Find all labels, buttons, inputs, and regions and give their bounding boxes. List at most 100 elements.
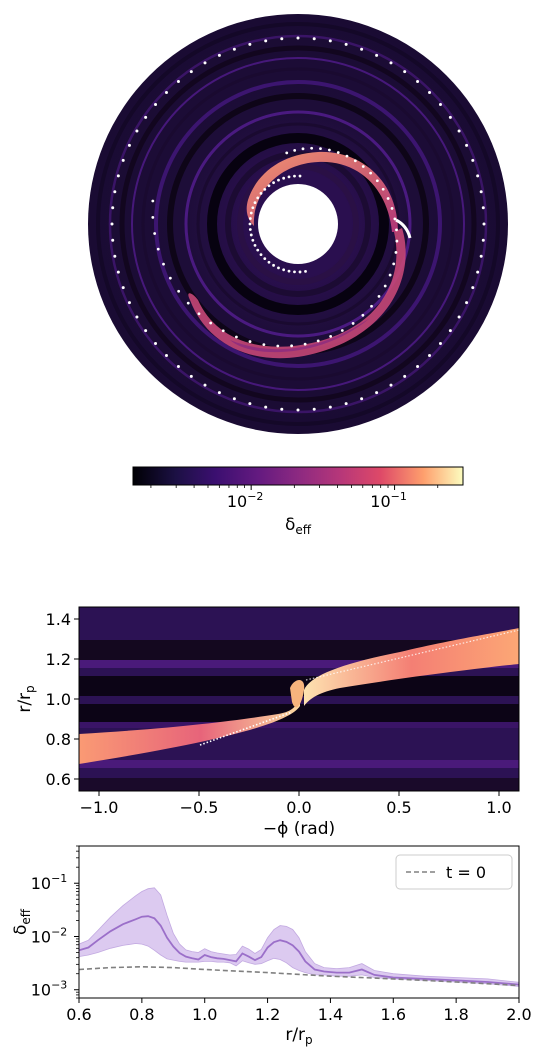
outer-track-dot	[135, 129, 139, 133]
outer-track-dot	[471, 158, 475, 162]
panel3-xtick-label: 1.8	[443, 1005, 468, 1024]
outer-track-dot	[296, 408, 300, 412]
outer-track-dot	[448, 115, 452, 119]
outer-track-dot	[164, 90, 168, 94]
inner-track-dot	[272, 263, 275, 267]
spiral-track-dot	[316, 339, 320, 343]
outer-track-dot	[248, 42, 252, 46]
spiral-track-dot	[262, 343, 266, 346]
spiral-track-dot	[369, 171, 373, 175]
outer-track-dot	[144, 115, 148, 119]
spiral-track-dot	[209, 321, 213, 325]
inner-track-dot	[253, 243, 257, 247]
panel2-xtick-label: −0.5	[180, 798, 219, 817]
panel2-ytick-label: 0.8	[46, 730, 71, 749]
outer-track-dot	[481, 238, 485, 242]
panel2-xtick-label: −1.0	[80, 798, 119, 817]
inner-track-dot	[272, 181, 275, 185]
panel3-xtick-label: 1.6	[381, 1005, 406, 1024]
outer-track-dot	[127, 143, 131, 147]
outer-track-dot	[482, 222, 486, 226]
outer-track-dot	[176, 80, 180, 84]
outer-track-dot	[116, 174, 120, 178]
inner-track-dot	[249, 211, 253, 215]
inner-track-dot	[248, 217, 252, 220]
inner-track-dot	[287, 175, 291, 179]
spiral-track-dot	[221, 329, 225, 333]
outer-track-dot	[328, 39, 332, 43]
outer-track-dot	[111, 206, 115, 210]
outer-track-dot	[403, 374, 407, 378]
panel3-xlabel: r/rp	[285, 1025, 312, 1047]
spiral-track-dot	[162, 262, 165, 266]
inner-track-dot	[259, 192, 263, 195]
outer-track-dot	[121, 158, 125, 162]
outer-track-dot	[116, 270, 120, 274]
secondary-arm	[230, 318, 370, 353]
outer-track-dot	[280, 37, 284, 41]
spiral-track-dot	[156, 247, 160, 251]
panel3-ytick-label: 10−2	[31, 925, 68, 946]
outer-track-dot	[176, 364, 180, 368]
inner-track-dot	[298, 174, 302, 178]
inner-track-dot	[259, 253, 263, 256]
spiral-track-dot	[153, 232, 157, 235]
inner-track-dot	[256, 248, 260, 252]
inner-track-dots	[248, 174, 307, 274]
spiral-track-dot	[235, 335, 238, 339]
tracer-dots	[110, 36, 486, 412]
spiral-track-dot	[293, 149, 297, 152]
panel2-xtick-label: 0.5	[386, 798, 411, 817]
inner-track-dot	[293, 270, 296, 274]
spiral-track-dot	[388, 273, 392, 277]
outer-track-dot	[164, 354, 168, 358]
spiral-track-dot	[177, 289, 181, 293]
colorbar-ticks: 10−2 10−1	[150, 485, 439, 511]
inner-track-dot	[251, 238, 255, 242]
outer-track-dot	[416, 364, 420, 368]
outer-track-dot	[465, 301, 469, 305]
spiral-track-dot	[353, 159, 357, 163]
panel3-frame	[78, 845, 520, 999]
outer-track-dot	[448, 329, 452, 333]
panel3-xtick-label: 1.4	[318, 1005, 343, 1024]
spiral-track-dot	[381, 187, 385, 191]
outer-track-dot	[416, 80, 420, 84]
outer-track-dot	[113, 254, 117, 258]
series-t0-line	[79, 965, 519, 987]
panel3-yticks: 10−3 10−2 10−1	[31, 845, 79, 1000]
phi-r-heatmap-panel: −1.0 −0.5 0.0 0.5 1.0 0.6 0.8 1.0 1.2 1.4 −ϕ (ra…	[15, 606, 520, 839]
outer-track-dot	[248, 402, 252, 406]
outer-track-dot	[127, 301, 131, 305]
inner-track-dot	[282, 268, 286, 272]
panel3-ylabel: δeff	[11, 908, 33, 935]
inner-track-dot	[251, 206, 255, 210]
outer-track-dot	[344, 402, 348, 406]
spiral-track-dot	[336, 151, 340, 154]
inner-track-dot	[277, 178, 280, 182]
spiral-track-dot	[151, 199, 155, 203]
spiral-track-dot	[383, 284, 387, 288]
panel2-ytick-label: 1.0	[46, 690, 71, 709]
outer-track-dot	[438, 102, 442, 106]
outer-track-dot	[154, 342, 158, 346]
legend-entry: t = 0	[446, 863, 486, 882]
planet-wake	[395, 218, 412, 239]
outer-track-dot	[360, 47, 364, 51]
colorbar-label: δeff	[285, 515, 312, 537]
outer-track-dot	[135, 315, 139, 319]
outer-track-dot	[457, 315, 461, 319]
outer-track-dot	[328, 405, 332, 409]
panel3-xtick-label: 0.8	[129, 1005, 154, 1024]
panel3-xtick-label: 1.0	[192, 1005, 217, 1024]
inner-stream	[79, 698, 300, 764]
spiral-track-dot	[345, 154, 349, 158]
inner-track-dot	[287, 269, 291, 273]
outer-track-dot	[428, 354, 432, 358]
spiral-track-dot	[290, 344, 294, 348]
outer-track-dot	[189, 70, 193, 74]
spiral-track-dot	[393, 217, 397, 221]
outer-track-dot	[111, 238, 115, 242]
outer-track-dot	[471, 286, 475, 290]
spiral-track-dot	[390, 207, 394, 210]
